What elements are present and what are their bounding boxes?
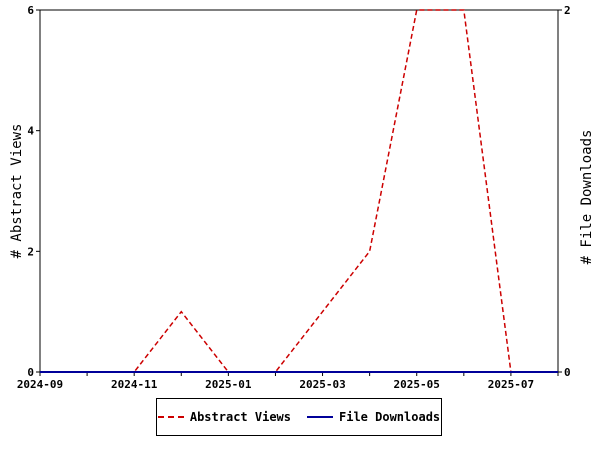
legend-label-file-downloads: File Downloads — [339, 410, 441, 424]
legend-item-abstract-views: Abstract Views — [157, 410, 291, 424]
x-tick-label: 2025-03 — [299, 378, 345, 391]
y-left-tick-label: 4 — [27, 125, 34, 138]
x-tick-label: 2025-01 — [205, 378, 252, 391]
y-left-tick-label: 2 — [27, 245, 34, 258]
plot-frame — [39, 9, 559, 373]
x-tick-label: 2024-11 — [111, 378, 158, 391]
legend-swatch-solid-blue — [307, 416, 333, 418]
y-left-tick-label: 0 — [27, 366, 34, 379]
tick-marks — [36, 9, 562, 376]
series-lines — [40, 9, 558, 373]
y-right-tick-label: 0 — [564, 366, 571, 379]
series-line-abstract-views — [40, 9, 558, 373]
tick-labels: 2024-09 2024-11 2025-01 2025-03 2025-05 2025-… — [17, 4, 571, 391]
y-right-axis-title: # File Downloads — [579, 130, 595, 265]
legend-swatch-dashed-red — [157, 416, 184, 418]
y-left-tick-label: 6 — [27, 4, 34, 17]
y-left-axis-title: # Abstract Views — [9, 124, 25, 259]
legend: Abstract Views File Downloads — [156, 398, 442, 436]
x-tick-label: 2025-05 — [394, 378, 440, 391]
legend-item-file-downloads: File Downloads — [307, 410, 440, 424]
x-tick-label: 2025-07 — [488, 378, 534, 391]
x-tick-label: 2024-09 — [17, 378, 63, 391]
y-right-tick-label: 2 — [564, 4, 571, 17]
legend-label-abstract-views: Abstract Views — [189, 410, 291, 424]
